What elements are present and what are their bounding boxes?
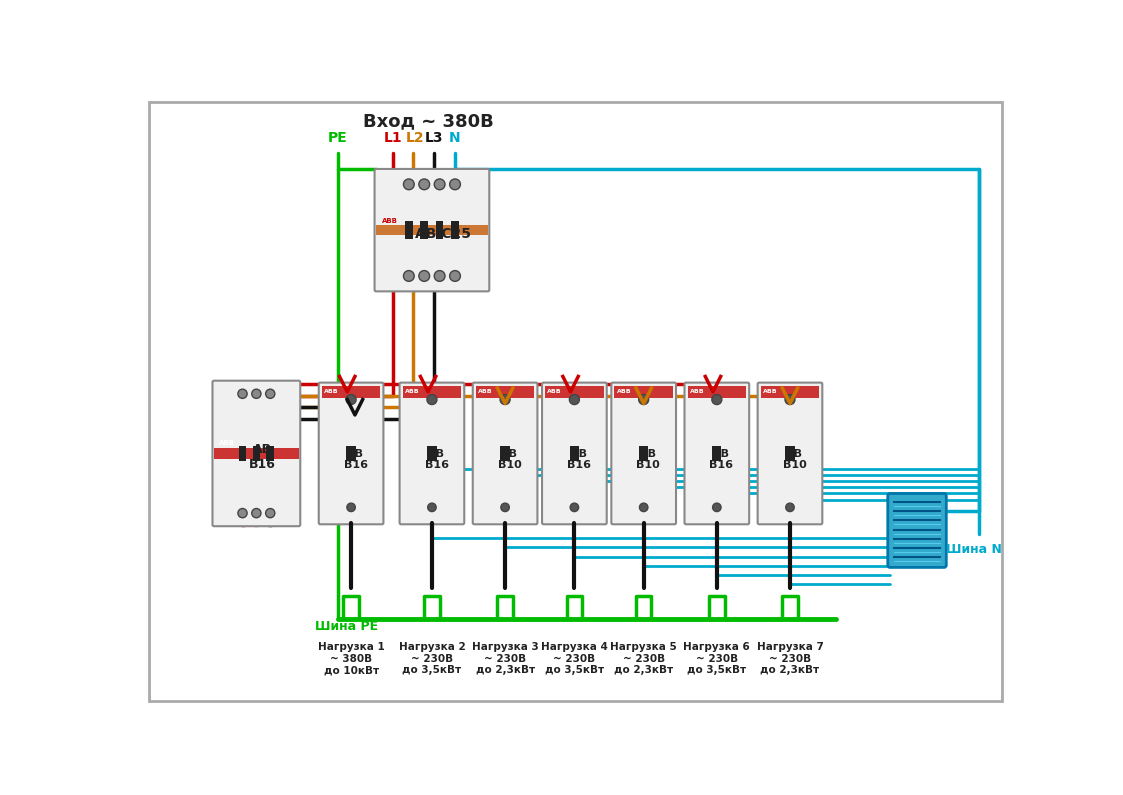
- Ellipse shape: [252, 509, 261, 518]
- Ellipse shape: [785, 394, 795, 405]
- Text: N: N: [449, 130, 460, 145]
- Text: Нагрузка 4
~ 230В
до 3,5кВт: Нагрузка 4 ~ 230В до 3,5кВт: [541, 642, 608, 675]
- Text: ABB: ABB: [325, 390, 339, 394]
- FancyBboxPatch shape: [611, 382, 676, 524]
- Ellipse shape: [419, 270, 430, 281]
- Ellipse shape: [786, 503, 794, 512]
- Bar: [785, 446, 795, 461]
- Bar: [712, 446, 721, 461]
- FancyBboxPatch shape: [888, 494, 947, 568]
- Text: Шина N: Шина N: [947, 543, 1002, 556]
- Text: АВ
В16: АВ В16: [567, 449, 591, 471]
- Ellipse shape: [346, 394, 356, 405]
- Ellipse shape: [501, 503, 510, 512]
- Text: АВ
В10: АВ В10: [783, 449, 806, 471]
- Text: ABB: ABB: [763, 390, 777, 394]
- Bar: [614, 386, 673, 398]
- Bar: [420, 221, 428, 239]
- Ellipse shape: [238, 509, 247, 518]
- Ellipse shape: [570, 503, 578, 512]
- Bar: [428, 446, 437, 461]
- FancyBboxPatch shape: [473, 382, 538, 524]
- Bar: [347, 446, 356, 461]
- Ellipse shape: [238, 390, 247, 398]
- FancyBboxPatch shape: [212, 381, 300, 526]
- Ellipse shape: [266, 509, 275, 518]
- Ellipse shape: [713, 503, 721, 512]
- Text: ABB: ABB: [219, 440, 235, 446]
- Ellipse shape: [569, 394, 579, 405]
- Text: АВ С25: АВ С25: [416, 227, 472, 241]
- Bar: [239, 446, 246, 461]
- Text: L3: L3: [424, 130, 444, 145]
- Ellipse shape: [449, 179, 460, 190]
- Text: Вход ~ 380В: Вход ~ 380В: [363, 112, 493, 130]
- FancyBboxPatch shape: [685, 382, 749, 524]
- Text: Нагрузка 5
~ 230В
до 2,3кВт: Нагрузка 5 ~ 230В до 2,3кВт: [610, 642, 677, 675]
- Text: PE: PE: [328, 130, 348, 145]
- Bar: [639, 446, 648, 461]
- Text: АВ
В10: АВ В10: [637, 449, 660, 471]
- Ellipse shape: [639, 503, 648, 512]
- FancyBboxPatch shape: [319, 382, 383, 524]
- Text: ABB: ABB: [617, 390, 631, 394]
- Text: L2: L2: [405, 130, 424, 145]
- Bar: [266, 446, 274, 461]
- Bar: [253, 446, 261, 461]
- Text: Нагрузка 1
~ 380В
до 10кВт: Нагрузка 1 ~ 380В до 10кВт: [318, 642, 384, 675]
- Ellipse shape: [500, 394, 510, 405]
- FancyBboxPatch shape: [400, 382, 464, 524]
- Ellipse shape: [435, 270, 445, 281]
- Text: Нагрузка 3
~ 230В
до 2,3кВт: Нагрузка 3 ~ 230В до 2,3кВт: [472, 642, 538, 675]
- Text: Нагрузка 2
~ 230В
до 3,5кВт: Нагрузка 2 ~ 230В до 3,5кВт: [399, 642, 465, 675]
- Bar: [405, 221, 412, 239]
- Ellipse shape: [347, 503, 355, 512]
- FancyBboxPatch shape: [758, 382, 822, 524]
- Ellipse shape: [435, 179, 445, 190]
- Bar: [403, 386, 462, 398]
- Bar: [376, 225, 487, 235]
- Ellipse shape: [428, 503, 436, 512]
- Ellipse shape: [419, 179, 430, 190]
- Bar: [687, 386, 746, 398]
- Bar: [569, 446, 579, 461]
- Text: ABB: ABB: [547, 390, 562, 394]
- Text: ABB: ABB: [405, 390, 420, 394]
- Ellipse shape: [449, 270, 460, 281]
- Ellipse shape: [712, 394, 722, 405]
- FancyBboxPatch shape: [375, 169, 490, 291]
- Text: ABB: ABB: [382, 218, 399, 224]
- Bar: [214, 448, 299, 460]
- Ellipse shape: [639, 394, 649, 405]
- Ellipse shape: [403, 270, 414, 281]
- Ellipse shape: [252, 390, 261, 398]
- Text: Шина РЕ: Шина РЕ: [314, 620, 378, 633]
- Text: АВ
В16: АВ В16: [424, 449, 448, 471]
- FancyBboxPatch shape: [542, 382, 606, 524]
- Bar: [322, 386, 381, 398]
- Bar: [476, 386, 535, 398]
- Text: АВ
В16: АВ В16: [249, 444, 276, 471]
- Text: АВ
В10: АВ В10: [497, 449, 521, 471]
- Text: ABB: ABB: [478, 390, 493, 394]
- Text: Нагрузка 6
~ 230В
до 3,5кВт: Нагрузка 6 ~ 230В до 3,5кВт: [684, 642, 750, 675]
- Text: АВ
В16: АВ В16: [344, 449, 367, 471]
- Bar: [436, 221, 444, 239]
- Ellipse shape: [266, 390, 275, 398]
- Text: L1: L1: [384, 130, 403, 145]
- Text: Нагрузка 7
~ 230В
до 2,3кВт: Нагрузка 7 ~ 230В до 2,3кВт: [757, 642, 823, 675]
- Bar: [545, 386, 604, 398]
- Bar: [501, 446, 510, 461]
- Bar: [451, 221, 459, 239]
- Text: ABB: ABB: [690, 390, 704, 394]
- Ellipse shape: [427, 394, 437, 405]
- Text: АВ
В16: АВ В16: [710, 449, 733, 471]
- Ellipse shape: [403, 179, 414, 190]
- Bar: [760, 386, 820, 398]
